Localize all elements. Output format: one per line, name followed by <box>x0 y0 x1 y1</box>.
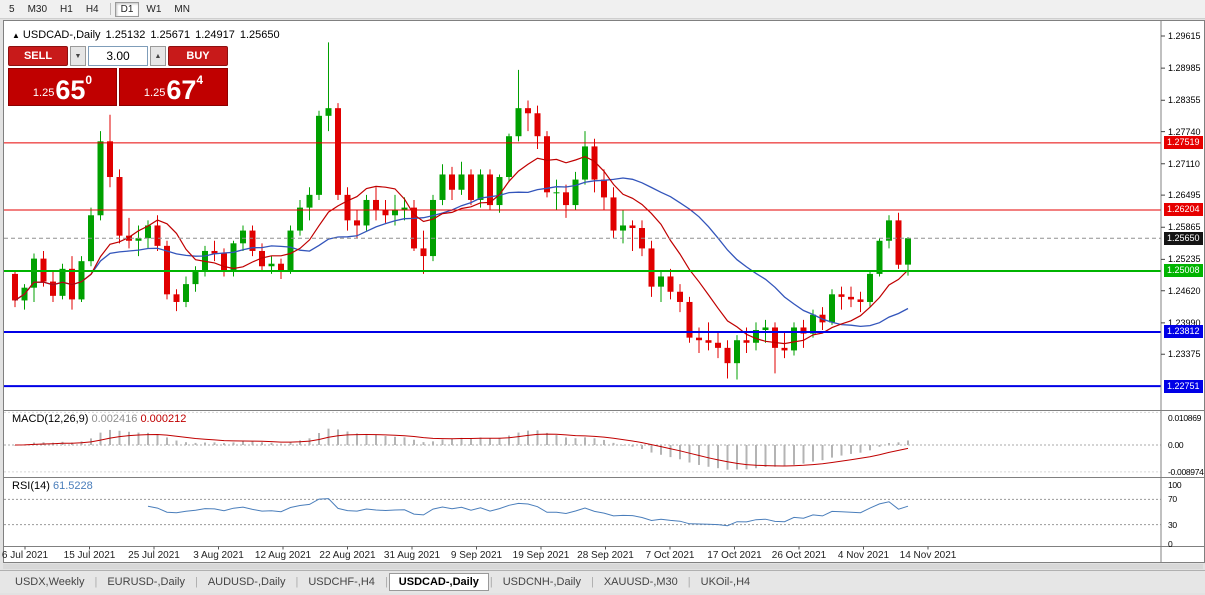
price-tick-label: 1.25235 <box>1168 254 1201 265</box>
tab-divider: | <box>687 576 691 588</box>
date-label: 3 Aug 2021 <box>193 550 244 561</box>
macd-header: MACD(12,26,9) 0.002416 0.000212 <box>12 413 186 425</box>
chart-tab-ukoil-h4[interactable]: UKOil-,H4 <box>700 576 751 588</box>
one-click-trading-panel: SELL ▼ ▲ BUY 1.25 65 0 1.25 67 4 <box>8 46 228 106</box>
volume-increment-icon[interactable]: ▲ <box>150 46 166 66</box>
sell-price-panel[interactable]: 1.25 65 0 <box>8 68 117 106</box>
price-tick-label: 1.28355 <box>1168 95 1201 106</box>
chart-tab-usdx-weekly[interactable]: USDX,Weekly <box>15 576 85 588</box>
ask-big-digits: 67 <box>166 75 197 105</box>
horizontal-scrollbar[interactable] <box>3 564 1203 569</box>
date-label: 4 Nov 2021 <box>837 550 890 561</box>
date-label: 7 Oct 2021 <box>645 550 695 561</box>
date-label: 15 Jul 2021 <box>63 550 116 561</box>
price-level-label: 1.22751 <box>1164 379 1203 393</box>
time-scale[interactable]: 6 Jul 2021 15 Jul 2021 25 Jul 2021 3 Aug 20… <box>1 548 1161 562</box>
macd-scale-label: -0.008974 <box>1168 466 1204 477</box>
price-tick-label: 1.26495 <box>1168 190 1201 201</box>
date-label: 14 Nov 2021 <box>899 550 957 561</box>
ohlc-open: 1.25132 <box>105 29 146 41</box>
macd-signal-value: 0.000212 <box>140 413 187 425</box>
rsi-value: 61.5228 <box>52 480 93 492</box>
rsi-header: RSI(14) 61.5228 <box>12 480 93 492</box>
macd-scale-label: 0.010869 <box>1168 412 1202 423</box>
rsi-scale-label: 70 <box>1168 494 1177 505</box>
ask-pip-digit: 4 <box>196 73 204 87</box>
price-tick-label: 1.24620 <box>1168 285 1201 296</box>
ohlc-header: ▲ USDCAD-,Daily 1.25132 1.25671 1.24917 1.256… <box>12 29 285 41</box>
symbol-period-label: USDCAD-,Daily <box>22 29 101 41</box>
timeframe-toolbar: 5 M30 H1 H4 D1 W1 MN <box>0 0 1205 19</box>
rsi-scale-label: 30 <box>1168 519 1177 530</box>
date-label: 26 Oct 2021 <box>771 550 827 561</box>
bid-big-digits: 65 <box>55 75 86 105</box>
price-tick-label: 1.23990 <box>1168 317 1201 328</box>
collapse-icon[interactable]: ▲ <box>12 31 20 40</box>
timeframe-button-H4[interactable]: H4 <box>85 3 99 15</box>
chart-tab-usdcnh-daily[interactable]: USDCNH-,Daily <box>502 576 581 588</box>
ohlc-high: 1.25671 <box>150 29 191 41</box>
chart-window: ▲ USDCAD-,Daily 1.25132 1.25671 1.24917 1.256… <box>1 20 1205 563</box>
date-label: 22 Aug 2021 <box>319 550 376 561</box>
price-tick-label: 1.27740 <box>1168 126 1201 137</box>
bid-prefix: 1.25 <box>32 87 55 99</box>
date-label: 6 Jul 2021 <box>1 550 49 561</box>
rsi-scale-label: 100 <box>1168 479 1182 490</box>
tab-divider: | <box>94 576 98 588</box>
date-label: 28 Sep 2021 <box>577 550 634 561</box>
tab-divider: | <box>194 576 198 588</box>
tab-divider: | <box>590 576 594 588</box>
tab-divider: | <box>295 576 299 588</box>
macd-main-value: 0.002416 <box>91 413 138 425</box>
chart-canvas[interactable] <box>4 21 1204 562</box>
price-scale[interactable]: 1.29615 1.28985 1.28355 1.27740 1.27110 1.264… <box>1163 21 1205 562</box>
date-label: 31 Aug 2021 <box>383 550 441 561</box>
sell-button[interactable]: SELL <box>8 46 68 66</box>
price-tick-label: 1.23375 <box>1168 349 1201 360</box>
timeframe-button-MN[interactable]: MN <box>174 3 190 15</box>
date-label: 19 Sep 2021 <box>512 550 570 561</box>
chart-tab-usdcad-daily[interactable]: USDCAD-,Daily <box>388 573 489 591</box>
price-tick-label: 1.25865 <box>1168 222 1201 233</box>
ohlc-close: 1.25650 <box>239 29 280 41</box>
date-label: 9 Sep 2021 <box>450 550 503 561</box>
tab-divider: | <box>384 576 388 588</box>
buy-price-panel[interactable]: 1.25 67 4 <box>119 68 228 106</box>
price-level-label: 1.26204 <box>1164 203 1203 217</box>
timeframe-button-5[interactable]: 5 <box>9 3 15 15</box>
timeframe-button-D1[interactable]: D1 <box>114 1 140 17</box>
rsi-title: RSI(14) <box>12 480 50 492</box>
timeframe-button-M30[interactable]: M30 <box>27 3 48 15</box>
chart-tab-xauusd-m30[interactable]: XAUUSD-,M30 <box>603 576 678 588</box>
tab-divider: | <box>489 576 493 588</box>
date-label: 17 Oct 2021 <box>707 550 762 561</box>
ask-prefix: 1.25 <box>143 87 166 99</box>
chart-tab-audusd-daily[interactable]: AUDUSD-,Daily <box>207 576 286 588</box>
timeframe-button-H1[interactable]: H1 <box>60 3 73 15</box>
ohlc-low: 1.24917 <box>195 29 235 41</box>
price-tick-label: 1.27110 <box>1168 158 1200 169</box>
price-level-label: 1.25008 <box>1164 264 1203 278</box>
price-level-label: 1.23812 <box>1164 325 1203 339</box>
buy-button[interactable]: BUY <box>168 46 228 66</box>
timeframe-button-W1[interactable]: W1 <box>146 3 162 15</box>
volume-input[interactable] <box>88 46 148 66</box>
date-label: 25 Jul 2021 <box>128 550 180 561</box>
current-price-label: 1.25650 <box>1164 231 1203 245</box>
rsi-scale-label: 0 <box>1168 538 1173 549</box>
price-level-label: 1.27519 <box>1164 136 1203 150</box>
price-tick-label: 1.29615 <box>1168 31 1201 41</box>
price-tick-label: 1.28985 <box>1168 63 1201 74</box>
volume-decrement-icon[interactable]: ▼ <box>70 46 86 66</box>
chart-tab-bar: USDX,Weekly | EURUSD-,Daily | AUDUSD-,Daily |… <box>0 570 1205 593</box>
bid-pip-digit: 0 <box>85 73 93 87</box>
macd-scale-label: 0.00 <box>1168 440 1184 450</box>
toolbar-separator <box>109 3 111 15</box>
date-label: 12 Aug 2021 <box>254 550 312 561</box>
macd-title: MACD(12,26,9) <box>12 413 89 425</box>
chart-tab-eurusd-daily[interactable]: EURUSD-,Daily <box>107 576 185 588</box>
chart-tab-usdchf-h4[interactable]: USDCHF-,H4 <box>308 576 375 588</box>
